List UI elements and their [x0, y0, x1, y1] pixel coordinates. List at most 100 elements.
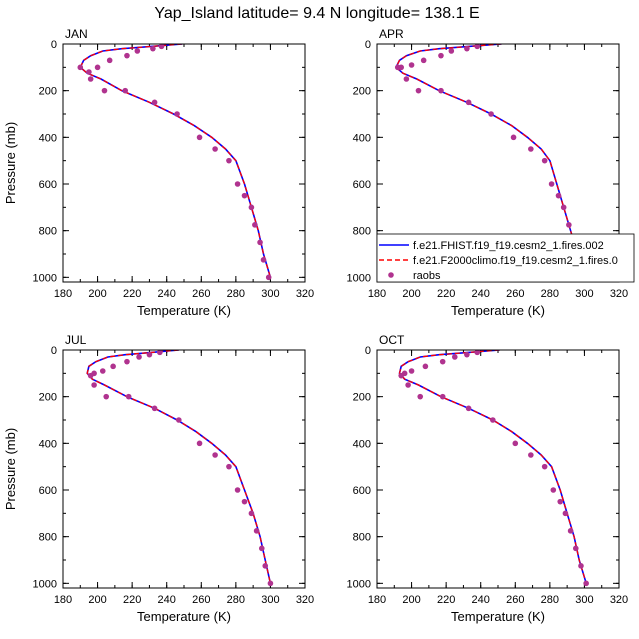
raobs-marker [557, 498, 564, 505]
raobs-marker [94, 64, 101, 71]
raobs-marker [106, 57, 113, 64]
x-tick-label: 180 [54, 594, 72, 606]
raobs-marker [212, 452, 218, 458]
raobs-marker [248, 204, 255, 211]
raobs-marker [562, 510, 569, 517]
raobs-marker [174, 111, 180, 117]
y-tick-label: 600 [39, 485, 57, 497]
raobs-marker [196, 134, 203, 141]
raobs-marker [103, 393, 110, 400]
raobs-marker [408, 368, 415, 374]
raobs-marker [151, 99, 158, 106]
y-tick-label: 400 [39, 438, 57, 450]
x-tick-label: 220 [123, 594, 141, 606]
raobs-marker [150, 45, 156, 52]
raobs-marker [528, 452, 534, 458]
x-tick-label: 300 [261, 594, 279, 606]
y-tick-label: 400 [353, 132, 371, 144]
raobs-marker [260, 257, 267, 263]
x-tick-label: 280 [227, 288, 245, 300]
y-tick-label: 400 [353, 438, 371, 450]
y-tick-label: 200 [353, 392, 371, 404]
x-axis-title: Temperature (K) [137, 609, 231, 624]
y-tick-label: 1000 [33, 578, 57, 590]
raobs-marker [125, 393, 132, 400]
raobs-marker [448, 48, 455, 54]
raobs-marker [512, 440, 519, 447]
raobs-marker [226, 157, 232, 164]
raobs-marker [110, 363, 116, 370]
raobs-marker [87, 76, 94, 82]
raobs-marker [258, 545, 265, 552]
x-tick-label: 300 [261, 288, 279, 300]
raobs-marker [241, 498, 248, 505]
x-tick-label: 280 [541, 288, 559, 300]
legend-box [376, 233, 635, 283]
raobs-marker [405, 382, 411, 388]
raobs-marker [212, 146, 218, 152]
y-tick-label: 400 [39, 132, 57, 144]
raobs-marker [578, 563, 584, 569]
y-tick-label: 600 [39, 179, 57, 191]
raobs-marker [91, 382, 97, 388]
x-tick-label: 300 [575, 288, 593, 300]
y-tick-label: 200 [353, 86, 371, 98]
panel-label: OCT [379, 333, 405, 347]
raobs-marker [124, 358, 130, 365]
panel-label: APR [379, 27, 404, 41]
y-tick-label: 800 [353, 226, 371, 238]
x-tick-label: 320 [610, 288, 628, 300]
raobs-marker [241, 192, 248, 199]
legend-label: f.e21.F2000climo.f19_f19.cesm2_1.fires.0 [413, 255, 618, 267]
x-tick-label: 260 [506, 594, 524, 606]
legend-marker-raobs [388, 272, 394, 278]
chart-panel-jul: 180 200 220 240 260 280 300 320 0 200 400 600 800 100… [3, 333, 314, 624]
x-tick-label: 260 [506, 288, 524, 300]
raobs-marker [451, 354, 458, 360]
raobs-marker [398, 372, 405, 379]
raobs-marker [99, 368, 106, 374]
raobs-marker [415, 87, 422, 94]
raobs-marker [555, 192, 562, 199]
raobs-marker [417, 393, 424, 400]
y-tick-label: 200 [39, 86, 57, 98]
x-tick-label: 280 [227, 594, 245, 606]
raobs-marker [234, 181, 241, 187]
raobs-marker [465, 405, 472, 412]
x-axis-title: Temperature (K) [137, 303, 231, 318]
raobs-marker [257, 239, 263, 246]
x-tick-label: 240 [158, 288, 176, 300]
raobs-marker [550, 487, 557, 493]
raobs-marker [583, 580, 589, 587]
x-tick-label: 280 [541, 594, 559, 606]
x-tick-label: 240 [472, 594, 490, 606]
y-tick-label: 0 [365, 39, 371, 51]
raobs-marker [465, 99, 472, 106]
raobs-marker [136, 354, 142, 360]
x-tick-label: 260 [192, 288, 210, 300]
raobs-marker [439, 358, 446, 365]
series-line-f2000climo [79, 44, 272, 278]
x-tick-label: 320 [296, 594, 314, 606]
raobs-marker [541, 463, 548, 470]
raobs-marker [77, 64, 84, 71]
raobs-marker [464, 351, 470, 358]
x-tick-label: 240 [158, 594, 176, 606]
chart-panel-oct: 180 200 220 240 260 280 300 320 0 200 400 600 800 100… [347, 333, 629, 624]
y-tick-label: 200 [39, 392, 57, 404]
raobs-marker [566, 222, 572, 228]
raobs-marker [252, 222, 258, 228]
raobs-marker [267, 580, 274, 587]
x-tick-label: 320 [610, 594, 628, 606]
x-tick-label: 200 [402, 594, 420, 606]
figure-title: Yap_Island latitude= 9.4 N longitude= 13… [154, 5, 479, 22]
legend-label: f.e21.FHIST.f19_f19.cesm2_1.fires.002 [413, 240, 604, 252]
chart-panel-jan: 180 200 220 240 260 280 300 320 0 200 400 600 800 100… [3, 27, 314, 318]
y-tick-label: 800 [39, 532, 57, 544]
raobs-marker [490, 417, 496, 423]
plot-frame [62, 43, 306, 283]
raobs-marker [528, 146, 534, 152]
x-tick-label: 180 [368, 288, 386, 300]
x-tick-label: 220 [437, 288, 455, 300]
